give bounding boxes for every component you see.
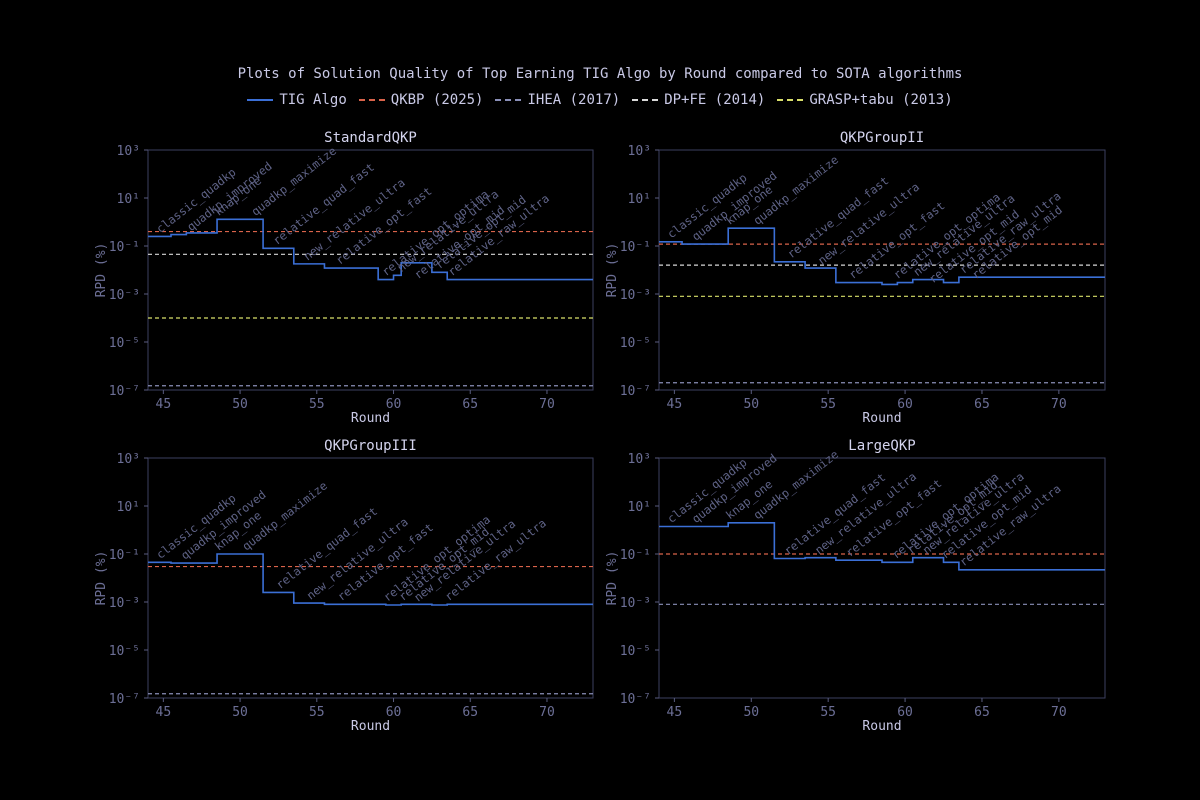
subplot-title: LargeQKP xyxy=(848,438,915,454)
legend-label: GRASP+tabu (2013) xyxy=(809,92,953,108)
legend-swatch xyxy=(247,99,274,101)
legend: TIG Algo QKBP (2025) IHEA (2017) DP+FE (201… xyxy=(0,92,1200,108)
figure-title: Plots of Solution Quality of Top Earning… xyxy=(237,66,963,82)
legend-swatch xyxy=(358,99,385,101)
y-tick-label: 10³ xyxy=(628,144,651,159)
legend-label: IHEA (2017) xyxy=(527,92,621,108)
legend-item: IHEA (2017) xyxy=(495,92,620,108)
y-tick-label: 10³ xyxy=(117,144,140,159)
x-tick-label: 65 xyxy=(974,705,990,720)
x-tick-label: 70 xyxy=(1051,397,1067,412)
x-tick-label: 50 xyxy=(232,397,248,412)
subplot-title: QKPGroupII xyxy=(840,130,924,146)
tig-algo-line xyxy=(148,553,593,606)
x-tick-label: 55 xyxy=(309,397,325,412)
x-tick-label: 50 xyxy=(743,705,759,720)
tig-algo-line xyxy=(148,218,593,281)
y-tick-label: 10¹ xyxy=(628,500,651,515)
y-tick-label: 10⁻¹ xyxy=(109,240,140,255)
y-axis-label: RPD (%) xyxy=(605,551,620,606)
legend-item: TIG Algo xyxy=(247,92,347,108)
plot-area xyxy=(148,553,593,695)
subplot-title: QKPGroupIII xyxy=(324,438,417,454)
y-axis-label: RPD (%) xyxy=(94,551,109,606)
y-axis-label: RPD (%) xyxy=(605,243,620,298)
legend-label: DP+FE (2014) xyxy=(664,92,766,108)
y-tick-label: 10⁻⁵ xyxy=(620,336,651,351)
x-axis-label: Round xyxy=(351,719,390,734)
y-tick-label: 10⁻¹ xyxy=(109,548,140,563)
y-tick-label: 10⁻⁷ xyxy=(109,692,140,707)
subplot-3: LargeQKP 10³ 10¹ 10⁻¹ 10⁻³ 10⁻⁵ 10⁻⁷ 45 50 55 60 65… xyxy=(605,438,1106,734)
tig-algo-line xyxy=(659,227,1105,286)
subplot-title: StandardQKP xyxy=(324,130,417,146)
y-axis-label: RPD (%) xyxy=(94,243,109,298)
legend-swatch xyxy=(632,99,659,101)
plot-frame xyxy=(658,457,1106,699)
y-tick-label: 10¹ xyxy=(628,192,651,207)
y-tick-label: 10³ xyxy=(117,452,140,467)
y-tick-label: 10⁻⁷ xyxy=(620,384,651,399)
x-tick-label: 70 xyxy=(539,397,555,412)
plot-frame xyxy=(147,457,594,699)
x-tick-label: 70 xyxy=(539,705,555,720)
y-tick-label: 10⁻³ xyxy=(109,596,140,611)
y-tick-label: 10⁻⁵ xyxy=(109,336,140,351)
tig-algo-line xyxy=(659,521,1105,571)
y-tick-label: 10⁻⁷ xyxy=(109,384,140,399)
x-tick-label: 65 xyxy=(462,705,478,720)
x-tick-label: 60 xyxy=(386,397,402,412)
legend-label: QKBP (2025) xyxy=(390,92,484,108)
legend-swatch xyxy=(777,99,804,101)
x-tick-label: 55 xyxy=(309,705,325,720)
x-tick-label: 70 xyxy=(1051,705,1067,720)
y-tick-label: 10⁻³ xyxy=(109,288,140,303)
x-tick-label: 65 xyxy=(462,397,478,412)
legend-item: GRASP+tabu (2013) xyxy=(777,92,953,108)
x-tick-label: 55 xyxy=(820,397,836,412)
y-tick-label: 10⁻³ xyxy=(620,288,651,303)
legend-item: DP+FE (2014) xyxy=(632,92,765,108)
x-tick-label: 45 xyxy=(667,397,683,412)
subplot-0: StandardQKP 10³ 10¹ 10⁻¹ 10⁻³ 10⁻⁵ 10⁻⁷ 45 50 55 6… xyxy=(94,130,594,426)
x-tick-label: 60 xyxy=(897,397,913,412)
plot-frame xyxy=(147,149,594,391)
plot-area xyxy=(148,218,593,387)
x-axis-label: Round xyxy=(351,411,390,426)
y-tick-label: 10⁻⁵ xyxy=(109,644,140,659)
y-tick-label: 10¹ xyxy=(117,500,140,515)
x-tick-label: 45 xyxy=(156,397,172,412)
x-tick-label: 60 xyxy=(386,705,402,720)
subplot-2: QKPGroupIII 10³ 10¹ 10⁻¹ 10⁻³ 10⁻⁵ 10⁻⁷ 45 50 55 6… xyxy=(94,438,594,734)
legend-item: QKBP (2025) xyxy=(358,92,484,108)
plot-area xyxy=(659,521,1105,605)
x-tick-label: 50 xyxy=(743,397,759,412)
y-tick-label: 10¹ xyxy=(117,192,140,207)
x-tick-label: 45 xyxy=(667,705,683,720)
x-tick-label: 50 xyxy=(232,705,248,720)
y-tick-label: 10⁻⁵ xyxy=(620,644,651,659)
x-axis-label: Round xyxy=(862,719,901,734)
y-tick-label: 10⁻³ xyxy=(620,596,651,611)
x-axis-label: Round xyxy=(862,411,901,426)
y-tick-label: 10⁻¹ xyxy=(620,548,651,563)
plot-area xyxy=(659,227,1105,384)
y-tick-label: 10⁻⁷ xyxy=(620,692,651,707)
legend-swatch xyxy=(495,99,522,101)
plot-frame xyxy=(658,149,1106,391)
legend-label: TIG Algo xyxy=(279,92,347,108)
y-tick-label: 10³ xyxy=(628,452,651,467)
x-tick-label: 55 xyxy=(820,705,836,720)
x-tick-label: 60 xyxy=(897,705,913,720)
subplot-1: QKPGroupII 10³ 10¹ 10⁻¹ 10⁻³ 10⁻⁵ 10⁻⁷ 45 50 55 60… xyxy=(605,130,1106,426)
x-tick-label: 45 xyxy=(156,705,172,720)
x-tick-label: 65 xyxy=(974,397,990,412)
y-tick-label: 10⁻¹ xyxy=(620,240,651,255)
